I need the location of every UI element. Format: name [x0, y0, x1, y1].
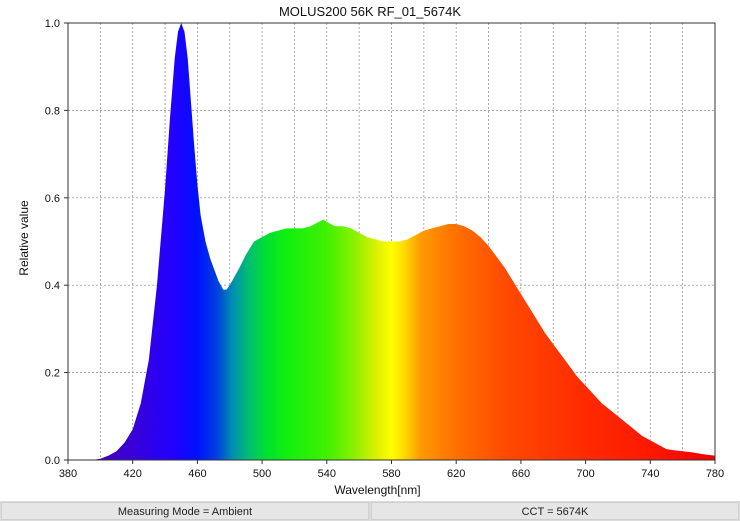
x-tick-label: 540	[318, 468, 336, 480]
y-tick-label: 0.8	[45, 105, 60, 117]
chart-title: MOLUS200 56K RF_01_5674K	[278, 4, 462, 19]
cct-status: CCT = 5674K	[371, 502, 739, 520]
y-tick-label: 0.4	[45, 280, 60, 292]
x-tick-label: 500	[253, 468, 271, 480]
x-axis-label: Wavelength[nm]	[334, 483, 421, 497]
x-tick-label: 700	[576, 468, 594, 480]
spectrum-area	[68, 23, 715, 460]
y-tick-label: 1.0	[45, 18, 60, 30]
axis-ticks: 380 420 460 500 540 580 620 660 700 740 780 0.0 0.2 0…	[45, 18, 724, 480]
status-bar: Measuring Mode = Ambient CCT = 5674K	[0, 501, 740, 521]
x-tick-label: 460	[188, 468, 206, 480]
y-tick-label: 0.0	[45, 455, 60, 467]
measuring-mode-status: Measuring Mode = Ambient	[1, 502, 369, 520]
x-tick-label: 380	[59, 468, 77, 480]
x-tick-label: 620	[447, 468, 465, 480]
y-tick-label: 0.2	[45, 368, 60, 380]
spectrum-chart: 380 420 460 500 540 580 620 660 700 740 780 0.0 0.2 0…	[45, 18, 724, 480]
y-tick-label: 0.6	[45, 193, 60, 205]
x-tick-label: 420	[124, 468, 142, 480]
x-tick-label: 660	[512, 468, 530, 480]
x-tick-label: 780	[706, 468, 724, 480]
x-tick-label: 580	[382, 468, 400, 480]
x-tick-label: 740	[641, 468, 659, 480]
